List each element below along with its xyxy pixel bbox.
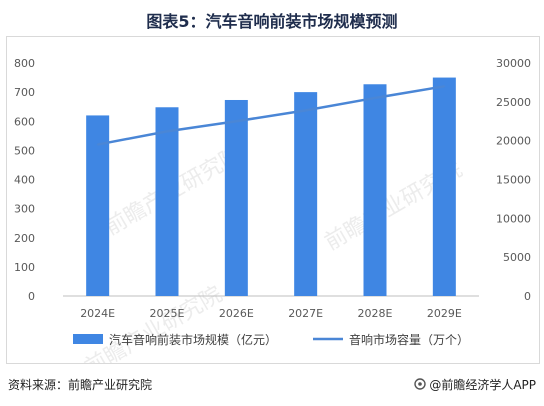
x-tick-label: 2029E [427, 307, 462, 320]
y-left-tick-label: 400 [14, 174, 35, 187]
x-tick-label: 2026E [219, 307, 254, 320]
line-point [443, 85, 446, 88]
legend-label-bar: 汽车音响前装市场规模（亿元） [109, 332, 277, 347]
source-note: 资料来源：前瞻产业研究院 [8, 378, 153, 392]
line-point [304, 109, 307, 112]
bar [294, 92, 318, 296]
legend-label-line: 音响市场容量（万个） [349, 332, 469, 347]
bar [155, 107, 179, 297]
y-right-tick-label: 20000 [496, 135, 531, 148]
axes-layer: 0 100 200 300 400 500 600 700 800 0 5000 10000 15000… [14, 57, 531, 320]
y-right-tick-label: 5000 [503, 251, 531, 264]
watermark-layer: 前瞻产业研究院前瞻产业研究院前瞻产业研究院 [81, 142, 467, 363]
y-left-tick-label: 600 [14, 115, 35, 128]
y-right-tick-label: 0 [524, 290, 531, 303]
y-right-tick-label: 10000 [496, 212, 531, 225]
bar [86, 115, 110, 296]
legend: 汽车音响前装市场规模（亿元） 音响市场容量（万个） [73, 332, 469, 347]
y-left-tick-label: 500 [14, 144, 35, 157]
y-right-tick-label: 15000 [496, 174, 531, 187]
chart-panel: 前瞻产业研究院前瞻产业研究院前瞻产业研究院 0 100 200 300 400 500 60… [6, 36, 540, 364]
y-left-tick-label: 0 [28, 290, 35, 303]
x-tick-label: 2024E [80, 307, 115, 320]
bar [432, 77, 456, 296]
line-point [235, 120, 238, 123]
x-tick-label: 2025E [150, 307, 185, 320]
qianzhan-logo-icon [414, 378, 427, 392]
line-point [96, 143, 99, 146]
chart-plot: 前瞻产业研究院前瞻产业研究院前瞻产业研究院 0 100 200 300 400 500 60… [14, 57, 531, 363]
x-tick-label: 2028E [358, 307, 393, 320]
line-point [374, 97, 376, 99]
y-right-tick-label: 30000 [496, 57, 531, 70]
y-left-tick-label: 300 [14, 203, 35, 216]
y-left-tick-label: 800 [14, 57, 35, 70]
chart-title: 图表5：汽车音响前装市场规模预测 [146, 12, 398, 31]
bar [224, 99, 248, 296]
bar [363, 84, 387, 296]
line-point [166, 130, 168, 133]
bars-layer [86, 77, 456, 297]
y-left-tick-label: 200 [14, 232, 35, 245]
line-layer [96, 85, 446, 146]
y-left-tick-label: 100 [14, 261, 35, 274]
y-right-tick-label: 25000 [496, 96, 531, 109]
legend-swatch-bar [73, 334, 103, 344]
footer-row: 资料来源：前瞻产业研究院 @前瞻经济学人APP [8, 376, 536, 396]
x-tick-label: 2027E [288, 307, 323, 320]
y-left-tick-label: 700 [14, 86, 35, 99]
line-series [97, 85, 445, 146]
brand-credit: @前瞻经济学人APP [414, 376, 536, 393]
brand-label: @前瞻经济学人APP [429, 378, 536, 392]
